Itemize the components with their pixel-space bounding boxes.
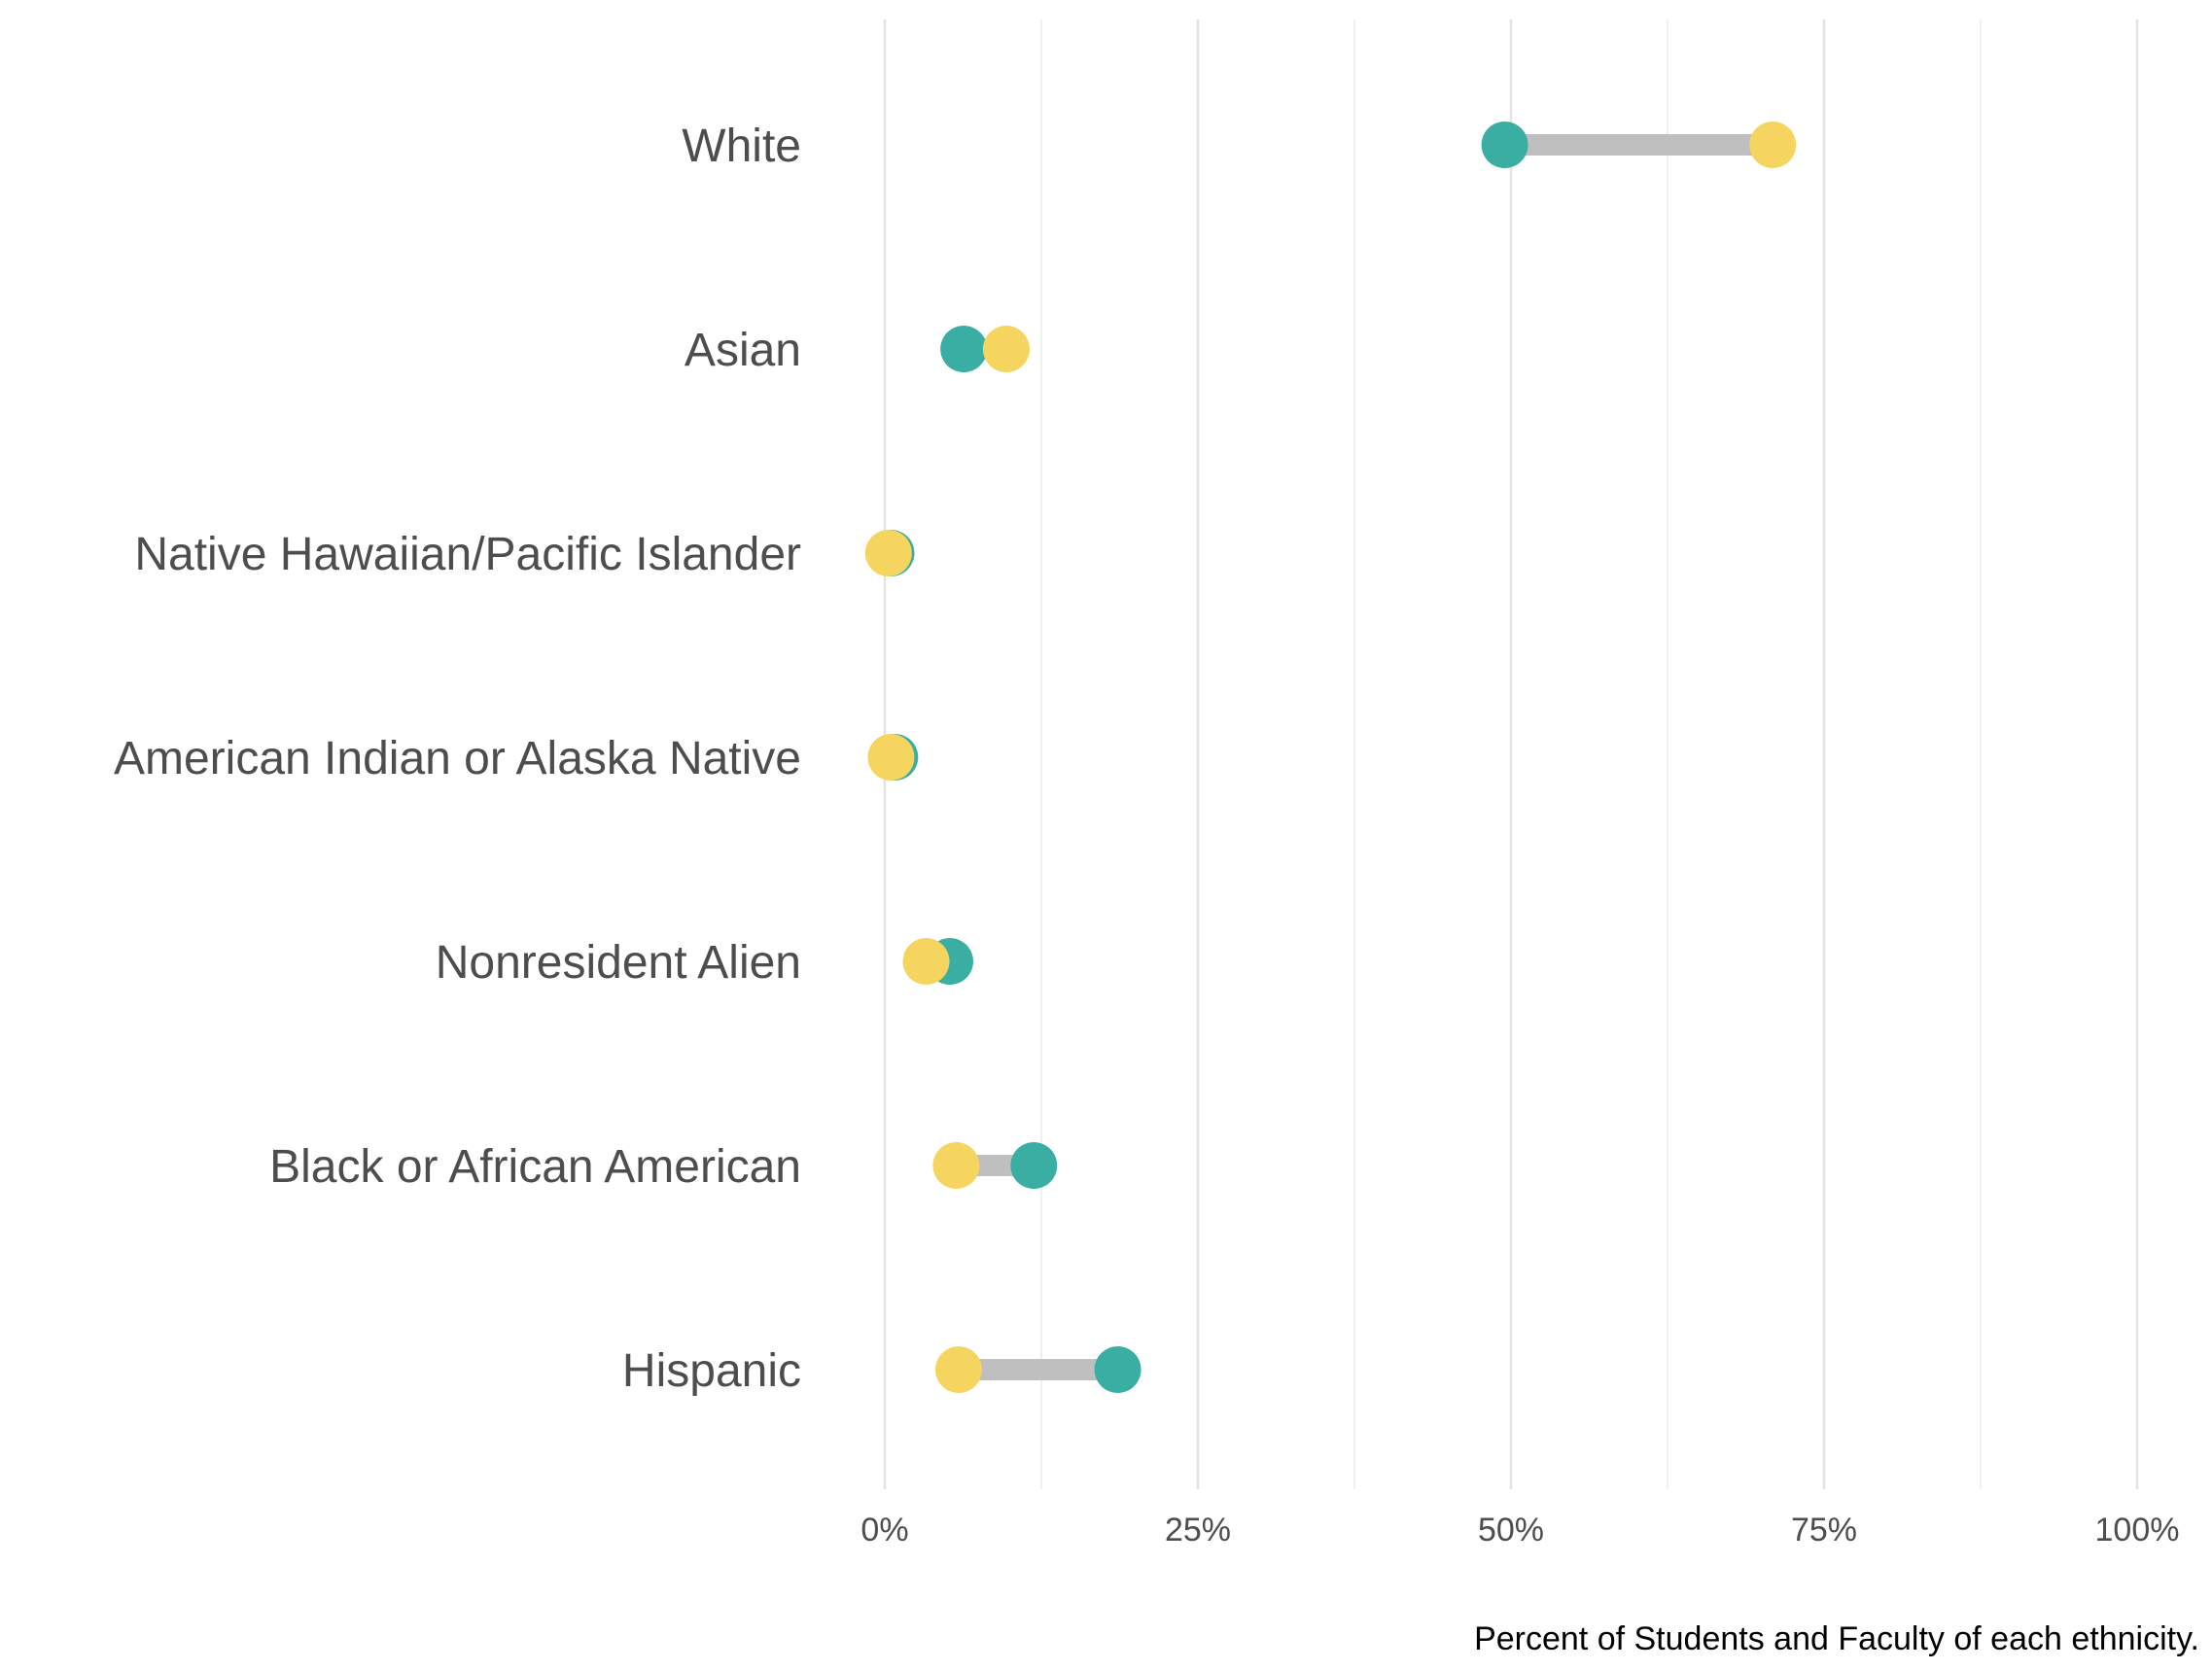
point-series-1 (1010, 1142, 1058, 1189)
category-label: Black or African American (269, 1141, 801, 1193)
point-series-2 (902, 938, 950, 985)
x-tick-label: 75% (1791, 1512, 1857, 1548)
category-label: American Indian or Alaska Native (114, 733, 801, 784)
point-series-1 (940, 326, 988, 372)
point-series-1 (1481, 122, 1528, 168)
x-tick-label: 50% (1478, 1512, 1544, 1548)
category-label: Asian (685, 325, 801, 376)
x-axis-title: Percent of Students and Faculty of each … (1474, 1620, 2199, 1657)
dumbbell-segments (888, 134, 1773, 1380)
category-label: Hispanic (622, 1345, 801, 1397)
category-label: Native Hawaiian/Pacific Islander (134, 529, 801, 580)
x-tick-labels: 0% 25% 50% 75% 100% (860, 1512, 2179, 1548)
point-series-2 (867, 734, 915, 781)
point-series-2 (934, 1346, 982, 1393)
x-tick-label: 25% (1165, 1512, 1231, 1548)
point-series-2 (982, 326, 1030, 372)
category-labels: White Asian Native Hawaiian/Pacific Island… (114, 121, 801, 1397)
data-points (864, 122, 1797, 1393)
point-series-1 (1094, 1346, 1141, 1393)
x-tick-label: 0% (860, 1512, 908, 1548)
category-label: White (682, 121, 801, 172)
point-series-2 (864, 530, 912, 576)
x-tick-label: 100% (2095, 1512, 2180, 1548)
point-series-2 (1749, 122, 1797, 168)
category-label: Nonresident Alien (436, 937, 801, 989)
point-series-2 (932, 1142, 980, 1189)
grid-lines (883, 19, 2139, 1489)
